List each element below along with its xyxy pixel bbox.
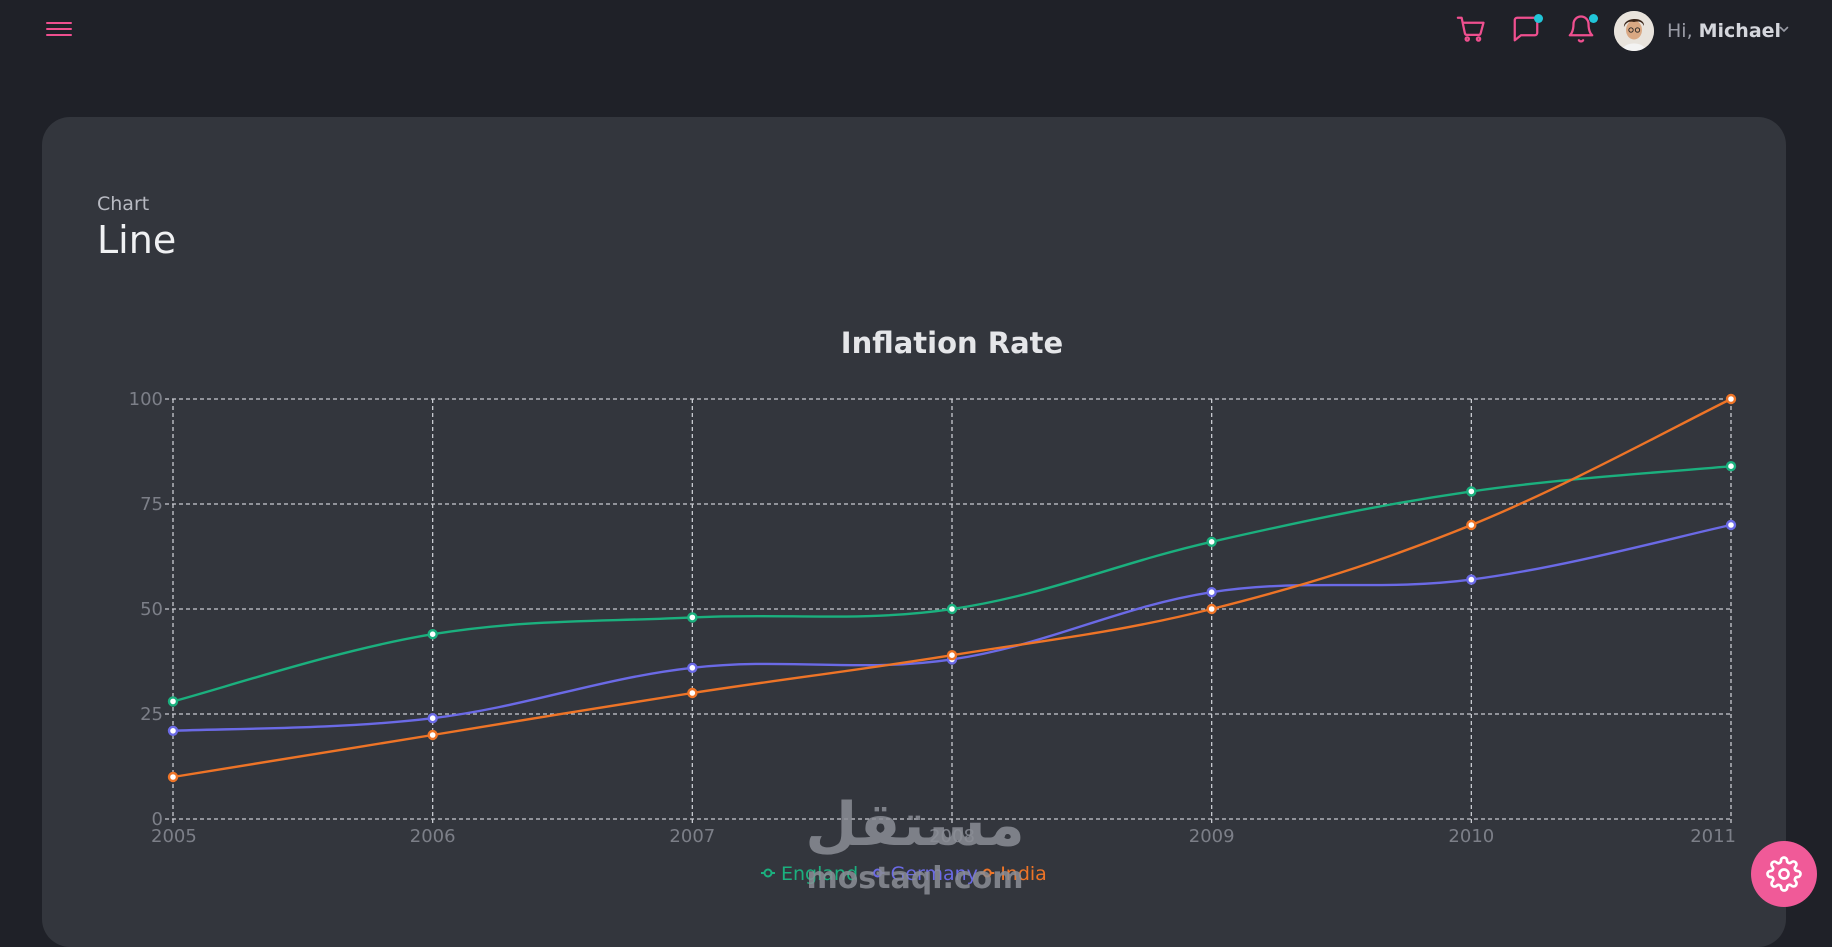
legend-marker-germany <box>873 868 883 878</box>
data-point-germany <box>1466 574 1477 585</box>
data-point-india <box>1206 603 1217 615</box>
cart-icon[interactable] <box>1456 14 1488 46</box>
data-point-england <box>427 629 438 640</box>
page-title: Line <box>97 218 177 262</box>
data-point-england <box>167 696 179 707</box>
chevron-down-icon[interactable] <box>1778 23 1790 35</box>
data-point-india <box>1466 519 1477 531</box>
settings-button[interactable] <box>1751 841 1817 907</box>
x-tick-label: 2009 <box>1189 826 1235 847</box>
chart-title: Inflation Rate <box>841 326 1063 360</box>
legend-label-germany: Germany <box>891 863 978 885</box>
message-notification-dot <box>1534 14 1543 23</box>
legend-label-india: India <box>1000 863 1047 885</box>
x-tick-label: 2007 <box>669 826 715 847</box>
chart-card: Chart Line <box>42 117 1786 947</box>
menu-icon[interactable] <box>46 18 72 42</box>
data-point-india <box>687 687 698 699</box>
avatar[interactable] <box>1614 11 1654 51</box>
y-tick-label: 50 <box>140 599 163 620</box>
data-point-germany <box>1206 587 1217 598</box>
legend-marker-england <box>763 868 773 878</box>
x-tick-label: 2005 <box>151 826 197 847</box>
x-tick-label: 2011 <box>1690 826 1736 847</box>
y-tick-label: 75 <box>140 494 163 515</box>
message-icon[interactable] <box>1511 14 1543 46</box>
data-point-germany <box>427 713 438 724</box>
line-chart: Inflation Rate 0 25 50 75 100 2005 2006 2007 2008… <box>129 326 1737 885</box>
legend-label-england: England <box>781 863 858 885</box>
data-point-england <box>946 603 958 615</box>
x-tick-label: 2010 <box>1448 826 1494 847</box>
breadcrumb: Chart <box>97 193 150 215</box>
data-point-india <box>427 729 438 741</box>
data-point-india <box>167 771 179 783</box>
data-point-england <box>1725 461 1737 472</box>
gear-icon <box>1766 856 1802 892</box>
data-point-india <box>946 650 958 661</box>
data-point-germany <box>687 662 698 673</box>
data-point-india <box>1725 393 1737 405</box>
y-tick-label: 25 <box>140 704 163 725</box>
data-point-england <box>1466 486 1477 497</box>
user-name: Michael <box>1698 20 1782 42</box>
bell-notification-dot <box>1589 14 1598 23</box>
bell-icon[interactable] <box>1566 14 1598 46</box>
data-point-england <box>687 612 698 623</box>
x-tick-label: 2006 <box>410 826 456 847</box>
y-tick-label: 0 <box>152 809 163 830</box>
data-point-germany <box>1725 519 1737 531</box>
data-point-england <box>1206 536 1217 547</box>
data-point-germany <box>167 725 179 736</box>
x-tick-label: 2008 <box>929 826 975 847</box>
user-greeting[interactable]: Hi, Michael <box>1667 20 1781 42</box>
top-bar: Hi, Michael <box>0 0 1832 64</box>
legend-marker-india <box>982 868 992 878</box>
greeting-text: Hi, <box>1667 20 1693 42</box>
y-tick-label: 100 <box>129 389 163 410</box>
